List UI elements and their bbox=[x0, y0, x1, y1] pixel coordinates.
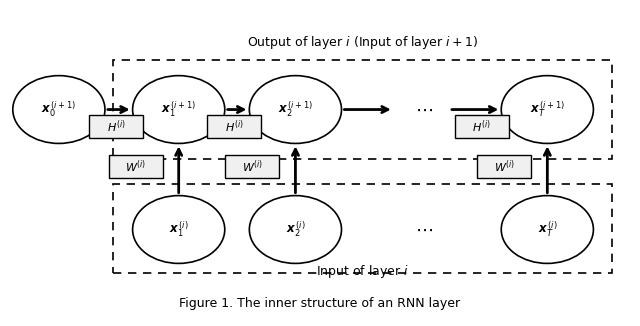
Text: $\boldsymbol{x}_{1}^{\,(i+1)}$: $\boldsymbol{x}_{1}^{\,(i+1)}$ bbox=[161, 100, 196, 119]
Ellipse shape bbox=[132, 76, 225, 143]
Ellipse shape bbox=[250, 196, 342, 263]
Bar bbox=[113, 184, 612, 273]
Text: $\boldsymbol{x}_{2}^{\,(i)}$: $\boldsymbol{x}_{2}^{\,(i)}$ bbox=[285, 220, 305, 239]
FancyBboxPatch shape bbox=[207, 115, 261, 138]
Text: $W^{(i)}$: $W^{(i)}$ bbox=[125, 159, 147, 175]
Text: $\cdots$: $\cdots$ bbox=[415, 100, 433, 119]
FancyBboxPatch shape bbox=[454, 115, 509, 138]
Text: $W^{(i)}$: $W^{(i)}$ bbox=[242, 159, 263, 175]
Text: $H^{(i)}$: $H^{(i)}$ bbox=[107, 118, 125, 135]
Text: $\boldsymbol{x}_{T}^{\,(i)}$: $\boldsymbol{x}_{T}^{\,(i)}$ bbox=[538, 220, 557, 239]
FancyBboxPatch shape bbox=[225, 156, 280, 178]
Bar bbox=[113, 60, 612, 159]
FancyBboxPatch shape bbox=[109, 156, 163, 178]
Text: $H^{(i)}$: $H^{(i)}$ bbox=[225, 118, 243, 135]
Ellipse shape bbox=[13, 76, 105, 143]
FancyBboxPatch shape bbox=[477, 156, 531, 178]
Text: Figure 1. The inner structure of an RNN layer: Figure 1. The inner structure of an RNN … bbox=[179, 297, 461, 310]
Ellipse shape bbox=[501, 196, 593, 263]
Ellipse shape bbox=[132, 196, 225, 263]
Text: $H^{(i)}$: $H^{(i)}$ bbox=[472, 118, 491, 135]
Text: Input of layer $i$: Input of layer $i$ bbox=[316, 263, 410, 280]
Text: $\boldsymbol{x}_{2}^{\,(i+1)}$: $\boldsymbol{x}_{2}^{\,(i+1)}$ bbox=[278, 100, 313, 119]
Text: Output of layer $i$ (Input of layer $i + 1$): Output of layer $i$ (Input of layer $i +… bbox=[247, 34, 479, 51]
Text: $\boldsymbol{x}_{0}^{\,(i+1)}$: $\boldsymbol{x}_{0}^{\,(i+1)}$ bbox=[42, 100, 76, 119]
Text: $\cdots$: $\cdots$ bbox=[415, 220, 433, 239]
Text: $\boldsymbol{x}_{T}^{\,(i+1)}$: $\boldsymbol{x}_{T}^{\,(i+1)}$ bbox=[530, 100, 564, 119]
Ellipse shape bbox=[501, 76, 593, 143]
Text: $W^{(i)}$: $W^{(i)}$ bbox=[493, 159, 515, 175]
Ellipse shape bbox=[250, 76, 342, 143]
Text: $\boldsymbol{x}_{1}^{\,(i)}$: $\boldsymbol{x}_{1}^{\,(i)}$ bbox=[169, 220, 188, 239]
FancyBboxPatch shape bbox=[89, 115, 143, 138]
